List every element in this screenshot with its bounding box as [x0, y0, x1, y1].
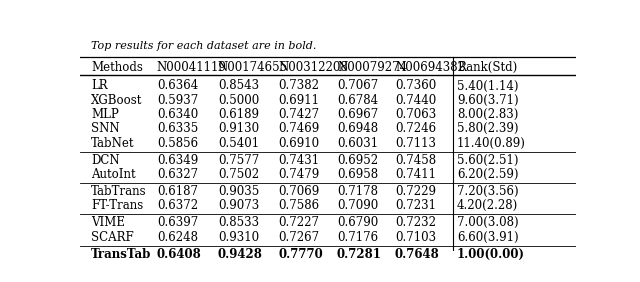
Text: 7.20(3.56): 7.20(3.56)	[457, 185, 518, 198]
Text: N00694382: N00694382	[395, 61, 465, 74]
Text: 0.6910: 0.6910	[278, 137, 319, 150]
Text: 0.9130: 0.9130	[218, 122, 259, 135]
Text: 4.20(2.28): 4.20(2.28)	[457, 199, 518, 212]
Text: 0.6958: 0.6958	[337, 168, 378, 181]
Text: 0.5401: 0.5401	[218, 137, 259, 150]
Text: 5.60(2.51): 5.60(2.51)	[457, 154, 518, 167]
Text: 0.9073: 0.9073	[218, 199, 259, 212]
Text: 0.6397: 0.6397	[157, 216, 198, 229]
Text: N00312208: N00312208	[278, 61, 348, 74]
Text: 6.60(3.91): 6.60(3.91)	[457, 231, 518, 244]
Text: SNN: SNN	[91, 122, 120, 135]
Text: AutoInt: AutoInt	[91, 168, 136, 181]
Text: 0.7770: 0.7770	[278, 248, 323, 261]
Text: MLP: MLP	[91, 108, 118, 121]
Text: 5.40(1.14): 5.40(1.14)	[457, 80, 518, 92]
Text: 0.7229: 0.7229	[395, 185, 436, 198]
Text: 0.7246: 0.7246	[395, 122, 436, 135]
Text: 11.40(0.89): 11.40(0.89)	[457, 137, 526, 150]
Text: 0.6790: 0.6790	[337, 216, 378, 229]
Text: 0.7178: 0.7178	[337, 185, 378, 198]
Text: 0.6349: 0.6349	[157, 154, 198, 167]
Text: 0.8543: 0.8543	[218, 80, 259, 92]
Text: 0.7479: 0.7479	[278, 168, 319, 181]
Text: 0.7586: 0.7586	[278, 199, 319, 212]
Text: 0.6248: 0.6248	[157, 231, 198, 244]
Text: 0.7232: 0.7232	[395, 216, 436, 229]
Text: Rank(Std): Rank(Std)	[457, 61, 517, 74]
Text: 0.7063: 0.7063	[395, 108, 436, 121]
Text: 7.00(3.08): 7.00(3.08)	[457, 216, 518, 229]
Text: 0.7411: 0.7411	[395, 168, 436, 181]
Text: 0.5000: 0.5000	[218, 94, 259, 107]
Text: 0.7231: 0.7231	[395, 199, 436, 212]
Text: 0.6340: 0.6340	[157, 108, 198, 121]
Text: 0.7267: 0.7267	[278, 231, 319, 244]
Text: 0.7577: 0.7577	[218, 154, 259, 167]
Text: N00079274: N00079274	[337, 61, 407, 74]
Text: 5.80(2.39): 5.80(2.39)	[457, 122, 518, 135]
Text: Top results for each dataset are in bold.: Top results for each dataset are in bold…	[91, 41, 316, 51]
Text: 0.7113: 0.7113	[395, 137, 436, 150]
Text: 0.6187: 0.6187	[157, 185, 198, 198]
Text: 0.7469: 0.7469	[278, 122, 319, 135]
Text: 0.7440: 0.7440	[395, 94, 436, 107]
Text: 0.9428: 0.9428	[218, 248, 263, 261]
Text: TransTab: TransTab	[91, 248, 151, 261]
Text: 0.5856: 0.5856	[157, 137, 198, 150]
Text: FT-Trans: FT-Trans	[91, 199, 143, 212]
Text: 0.8533: 0.8533	[218, 216, 259, 229]
Text: 0.7103: 0.7103	[395, 231, 436, 244]
Text: 0.7067: 0.7067	[337, 80, 378, 92]
Text: 0.7176: 0.7176	[337, 231, 378, 244]
Text: N00174655: N00174655	[218, 61, 288, 74]
Text: 0.7431: 0.7431	[278, 154, 319, 167]
Text: 0.6327: 0.6327	[157, 168, 198, 181]
Text: 8.00(2.83): 8.00(2.83)	[457, 108, 518, 121]
Text: 0.7458: 0.7458	[395, 154, 436, 167]
Text: 0.6911: 0.6911	[278, 94, 319, 107]
Text: TabNet: TabNet	[91, 137, 134, 150]
Text: 0.6364: 0.6364	[157, 80, 198, 92]
Text: 0.7382: 0.7382	[278, 80, 319, 92]
Text: N00041119: N00041119	[157, 61, 227, 74]
Text: 0.7502: 0.7502	[218, 168, 259, 181]
Text: 0.7069: 0.7069	[278, 185, 319, 198]
Text: DCN: DCN	[91, 154, 120, 167]
Text: 6.20(2.59): 6.20(2.59)	[457, 168, 518, 181]
Text: XGBoost: XGBoost	[91, 94, 142, 107]
Text: 0.7648: 0.7648	[395, 248, 440, 261]
Text: 0.6408: 0.6408	[157, 248, 202, 261]
Text: 9.60(3.71): 9.60(3.71)	[457, 94, 518, 107]
Text: 0.6784: 0.6784	[337, 94, 378, 107]
Text: 0.6952: 0.6952	[337, 154, 378, 167]
Text: 0.7360: 0.7360	[395, 80, 436, 92]
Text: 0.7281: 0.7281	[337, 248, 382, 261]
Text: 0.5937: 0.5937	[157, 94, 198, 107]
Text: 0.7427: 0.7427	[278, 108, 319, 121]
Text: 0.6967: 0.6967	[337, 108, 378, 121]
Text: 1.00(0.00): 1.00(0.00)	[457, 248, 525, 261]
Text: 0.7227: 0.7227	[278, 216, 319, 229]
Text: Methods: Methods	[91, 61, 143, 74]
Text: SCARF: SCARF	[91, 231, 134, 244]
Text: LR: LR	[91, 80, 108, 92]
Text: 0.9310: 0.9310	[218, 231, 259, 244]
Text: TabTrans: TabTrans	[91, 185, 147, 198]
Text: 0.6372: 0.6372	[157, 199, 198, 212]
Text: 0.9035: 0.9035	[218, 185, 259, 198]
Text: 0.6189: 0.6189	[218, 108, 259, 121]
Text: 0.7090: 0.7090	[337, 199, 378, 212]
Text: 0.6031: 0.6031	[337, 137, 378, 150]
Text: VIME: VIME	[91, 216, 125, 229]
Text: 0.6948: 0.6948	[337, 122, 378, 135]
Text: 0.6335: 0.6335	[157, 122, 198, 135]
